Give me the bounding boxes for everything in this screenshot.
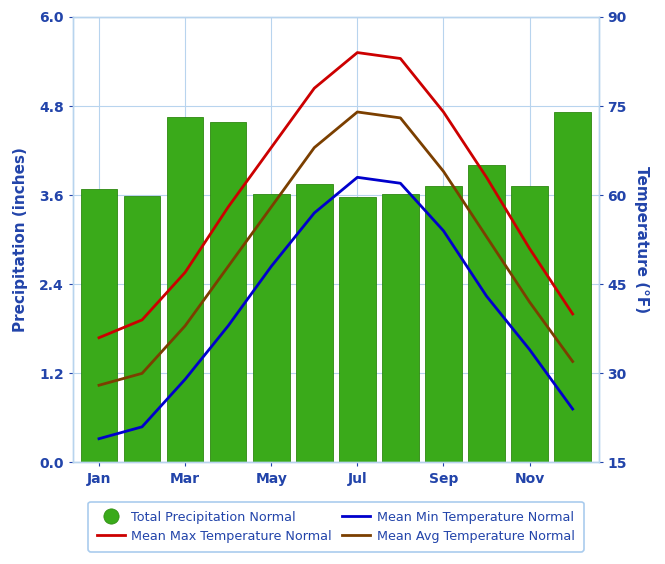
Bar bbox=[468, 165, 505, 462]
Bar bbox=[511, 186, 548, 462]
Bar bbox=[382, 193, 419, 462]
Bar bbox=[124, 196, 160, 462]
Bar bbox=[253, 193, 289, 462]
Bar bbox=[210, 122, 247, 462]
Y-axis label: Precipitation (inches): Precipitation (inches) bbox=[13, 147, 28, 332]
Bar bbox=[425, 186, 462, 462]
Y-axis label: Temperature (°F): Temperature (°F) bbox=[634, 166, 649, 313]
Legend: Total Precipitation Normal, Mean Max Temperature Normal, Mean Min Temperature No: Total Precipitation Normal, Mean Max Tem… bbox=[88, 501, 584, 552]
Bar bbox=[339, 197, 376, 462]
Bar bbox=[296, 184, 332, 462]
Bar bbox=[80, 189, 117, 462]
Bar bbox=[555, 112, 591, 462]
Bar bbox=[167, 117, 203, 462]
